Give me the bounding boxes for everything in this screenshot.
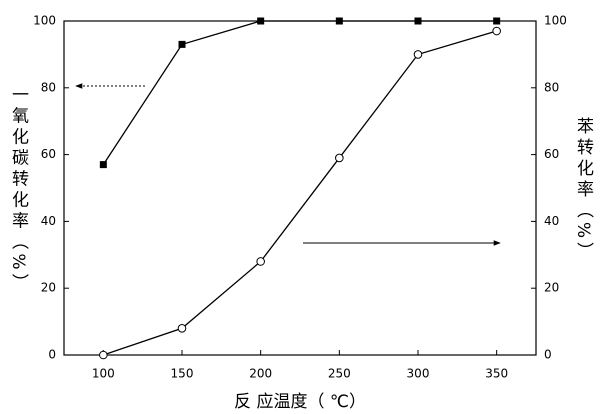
x-tick-label: 100 (92, 367, 115, 381)
square-marker (335, 17, 343, 25)
series-line (102, 20, 497, 165)
y2-tick-label: 40 (544, 214, 559, 228)
square-marker (99, 161, 107, 169)
plot-frame (63, 20, 537, 356)
circle-marker (413, 50, 423, 59)
y-tick-label: 20 (41, 281, 56, 295)
x-tick-label: 250 (328, 367, 351, 381)
y-tick-label: 40 (41, 214, 56, 228)
y-tick-label: 100 (33, 14, 56, 28)
y2-tick-label: 80 (544, 80, 559, 94)
y-tick-label: 0 (48, 348, 56, 362)
circle-marker (177, 323, 187, 333)
y-axis-label: 一氧化碳转化率（%） (8, 85, 29, 294)
y-tick-label: 60 (41, 147, 56, 161)
square-marker (414, 17, 422, 25)
x-tick-label: 300 (407, 367, 430, 381)
x-tick-label: 150 (171, 367, 194, 381)
y-tick-label: 80 (41, 80, 56, 94)
x-tick-label: 200 (249, 367, 272, 381)
circle-marker (99, 350, 108, 360)
y2-tick-label: 100 (544, 14, 567, 28)
x-tick-label: 350 (485, 367, 508, 381)
y2-tick-label: 60 (544, 147, 559, 161)
square-marker (257, 17, 265, 25)
square-marker (493, 17, 501, 25)
square-marker (178, 40, 186, 48)
x-axis-label: 反 应温度（ ℃） (234, 392, 366, 412)
circle-marker (335, 153, 344, 163)
series-line (103, 30, 497, 356)
circle-marker (256, 257, 265, 266)
y2-tick-label: 20 (544, 281, 559, 295)
y2-axis-label: 苯转化率（%） (573, 117, 594, 263)
circle-marker (492, 26, 501, 36)
y2-tick-label: 0 (544, 348, 552, 362)
